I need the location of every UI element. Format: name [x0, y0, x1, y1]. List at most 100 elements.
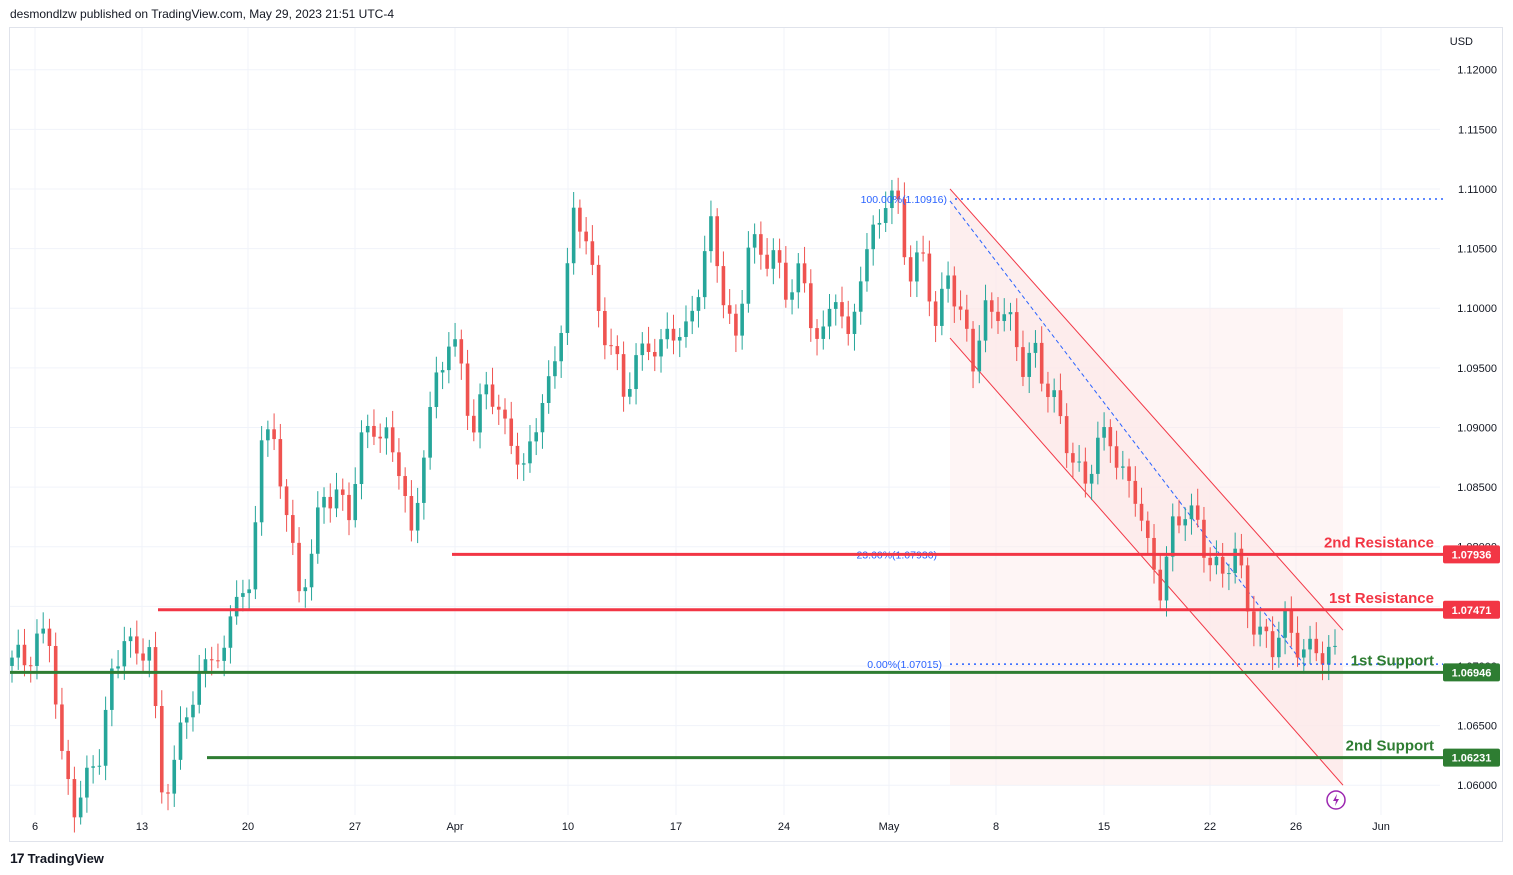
- candle-body: [272, 429, 276, 440]
- candle-body: [484, 384, 489, 395]
- candle-body: [796, 263, 801, 293]
- candle-body: [1083, 461, 1088, 484]
- y-tick-label: 1.08500: [1457, 482, 1497, 494]
- x-tick-label: 8: [993, 821, 999, 833]
- candle-body: [153, 647, 158, 707]
- candle-body: [128, 636, 133, 642]
- candle-body: [1096, 437, 1100, 474]
- candle-body: [378, 436, 382, 439]
- candle-body: [216, 660, 220, 662]
- candle-body: [53, 645, 58, 705]
- candle-body: [496, 406, 501, 410]
- candle-body: [908, 257, 913, 282]
- candle-body: [702, 251, 707, 298]
- candle-body: [746, 247, 751, 304]
- candle-body: [1320, 653, 1325, 665]
- fib-level-label: 100.00%(1.10916): [861, 194, 947, 206]
- channel-lower-line: [949, 337, 1344, 786]
- candle-body: [1102, 427, 1106, 438]
- currency-label: USD: [1450, 36, 1473, 48]
- publisher-header: desmondlzw published on TradingView.com,…: [10, 7, 394, 21]
- candle-body: [628, 389, 632, 397]
- candle-body: [1139, 503, 1144, 521]
- candle-body: [78, 797, 83, 818]
- candle-body: [596, 264, 601, 311]
- price-tag-label: 1.06946: [1452, 667, 1492, 679]
- x-tick-label: 24: [778, 821, 790, 833]
- candle-body: [1183, 519, 1188, 526]
- candle-body: [652, 351, 657, 357]
- level-name-label: 2nd Resistance: [1324, 534, 1434, 551]
- candle-body: [1077, 461, 1081, 463]
- candle-body: [1121, 466, 1125, 468]
- candle-body: [927, 253, 932, 302]
- candle-body: [359, 432, 364, 485]
- candle-body: [983, 300, 988, 341]
- x-tick-label: May: [879, 821, 900, 833]
- candle-body: [110, 668, 114, 710]
- candle-body: [784, 262, 788, 300]
- candle-body: [578, 207, 582, 232]
- candle-body: [571, 207, 576, 264]
- x-tick-label: 10: [562, 821, 574, 833]
- candle-body: [1164, 556, 1169, 601]
- candle-body: [103, 709, 108, 766]
- candle-body: [965, 309, 969, 329]
- candle-body: [915, 252, 919, 282]
- candle-body: [727, 305, 732, 314]
- candle-body: [590, 241, 595, 265]
- candle-body: [540, 402, 545, 433]
- candle-body: [159, 706, 164, 793]
- candle-body: [921, 252, 925, 254]
- candle-body: [28, 665, 33, 667]
- candle-body: [1295, 632, 1300, 658]
- candle-body: [521, 463, 526, 465]
- candle-body: [1108, 427, 1113, 447]
- regression-channel-fill: [950, 188, 1343, 786]
- candle-body: [621, 354, 626, 397]
- candle-body: [1177, 516, 1181, 526]
- tradingview-logo-icon: 17: [10, 850, 25, 866]
- candle-body: [1064, 416, 1069, 454]
- candle-body: [303, 587, 308, 592]
- candle-body: [515, 445, 520, 465]
- candle-body: [858, 281, 863, 312]
- x-tick-label: 15: [1098, 821, 1110, 833]
- candle-body: [1133, 480, 1138, 504]
- candle-body: [553, 361, 557, 377]
- candle-body: [559, 332, 563, 362]
- y-tick-label: 1.09000: [1457, 422, 1497, 434]
- candle-body: [322, 496, 326, 508]
- candle-body: [1314, 638, 1319, 654]
- candle-body: [47, 628, 52, 646]
- lightning-bolt-icon: [1333, 794, 1339, 806]
- candle-body: [615, 346, 620, 355]
- candle-body: [309, 553, 314, 588]
- candle-body: [85, 767, 89, 798]
- candle-body: [1264, 626, 1269, 632]
- candle-body: [840, 302, 844, 317]
- price-tag-box: [1443, 663, 1500, 682]
- candle-body: [91, 766, 95, 768]
- candle-body: [284, 486, 289, 516]
- candle-body: [1195, 505, 1200, 520]
- candle-body: [1233, 548, 1237, 574]
- candle-body: [977, 340, 982, 372]
- candle-body: [634, 355, 638, 390]
- candle-body: [1002, 314, 1007, 322]
- candle-body: [528, 441, 532, 464]
- x-tick-label: 22: [1204, 821, 1216, 833]
- candle-body: [340, 489, 345, 495]
- candle-body: [384, 427, 389, 439]
- candle-body: [222, 647, 226, 661]
- candle-body: [97, 765, 102, 767]
- candle-body: [116, 666, 120, 669]
- candle-body: [1239, 548, 1244, 566]
- price-tag-box: [1443, 600, 1500, 619]
- candle-body: [709, 216, 713, 252]
- candle-body: [584, 231, 588, 242]
- level-name-label: 1st Support: [1351, 652, 1434, 669]
- footer-brand[interactable]: 17 TradingView: [10, 850, 104, 866]
- candle-body: [390, 427, 395, 453]
